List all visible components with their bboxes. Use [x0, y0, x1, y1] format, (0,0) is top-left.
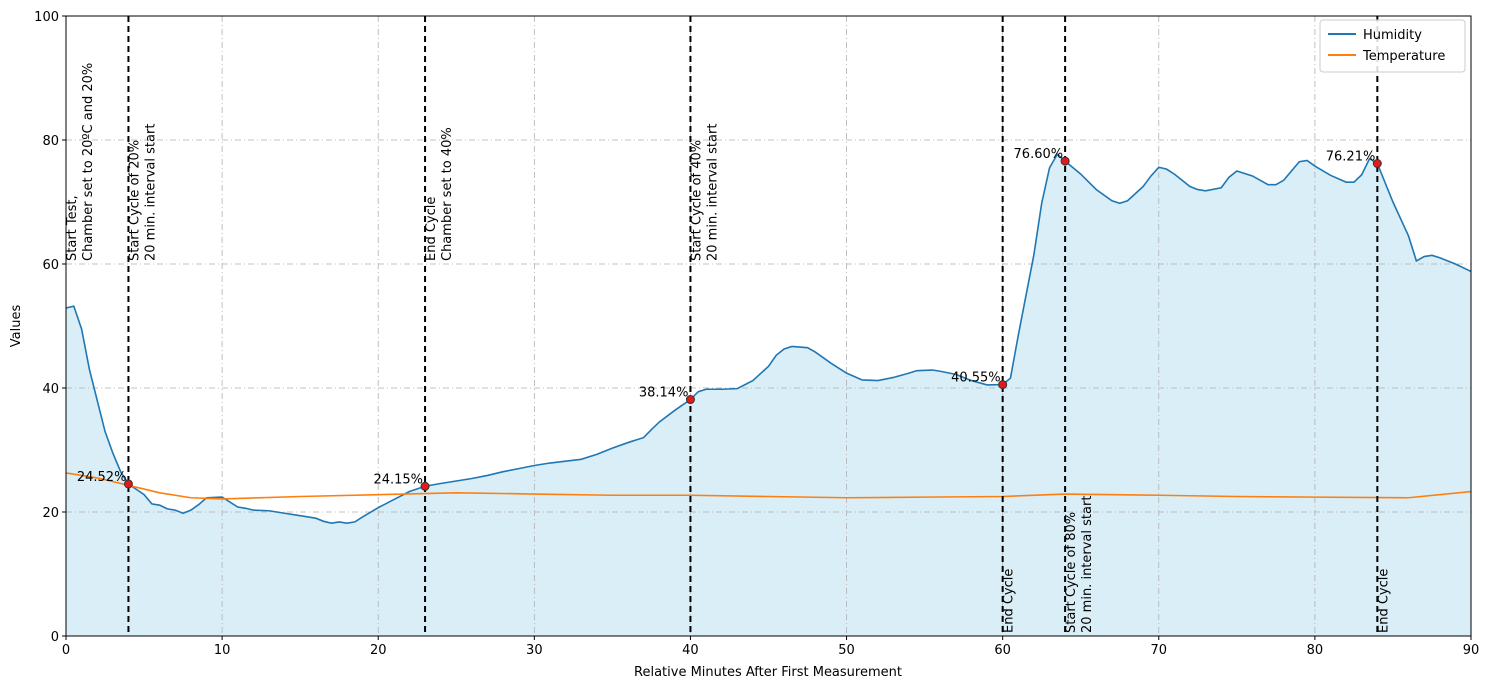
- marker: [1060, 156, 1070, 166]
- marker-label: 76.60%: [1014, 147, 1064, 162]
- x-tick-label: 10: [214, 643, 231, 658]
- y-tick-label: 0: [51, 630, 59, 645]
- x-tick-label: 0: [62, 643, 70, 658]
- marker-label: 40.55%: [951, 371, 1001, 386]
- x-tick-label: 60: [994, 643, 1011, 658]
- y-tick-label: 100: [34, 10, 59, 25]
- annotation: Start Cycle of 80%: [1064, 512, 1079, 633]
- x-tick-label: 20: [370, 643, 387, 658]
- line-series: [65, 472, 1472, 500]
- x-tick-label: 50: [838, 643, 855, 658]
- x-tick-label: 40: [682, 643, 699, 658]
- annotation: Start Cycle of 20%: [127, 140, 142, 261]
- annotation: Chamber set to 20ºC and 20%: [81, 63, 96, 261]
- legend-label: Humidity: [1363, 28, 1422, 43]
- annotation: End Cycle: [424, 197, 439, 261]
- x-axis-label: Relative Minutes After First Measurement: [634, 665, 902, 680]
- marker-label: 24.15%: [373, 472, 423, 487]
- legend-box: [1319, 19, 1466, 73]
- x-tick-label: 70: [1151, 643, 1168, 658]
- marker-label: 24.52%: [77, 470, 127, 485]
- annotation: 20 min. interval start: [143, 124, 158, 261]
- annotation: End Cycle: [1376, 569, 1391, 633]
- marker: [685, 395, 695, 405]
- marker: [123, 479, 133, 489]
- x-tick-label: 30: [526, 643, 543, 658]
- marker: [420, 481, 430, 491]
- line-series: [65, 153, 1472, 524]
- area-fill: [66, 154, 1471, 636]
- marker: [1372, 158, 1382, 168]
- annotation: End Cycle: [1002, 569, 1017, 633]
- marker-label: 76.21%: [1326, 149, 1376, 164]
- marker-label: 38.14%: [639, 386, 689, 401]
- annotation: Chamber set to 40%: [440, 127, 455, 261]
- y-tick-label: 80: [42, 134, 59, 149]
- y-axis-label: Values: [9, 305, 24, 348]
- x-tick-label: 90: [1463, 643, 1480, 658]
- y-tick-label: 40: [42, 382, 59, 397]
- x-tick-label: 80: [1307, 643, 1324, 658]
- marker: [998, 380, 1008, 390]
- annotation: Start Cycle of 40%: [689, 140, 704, 261]
- legend-label: Temperature: [1362, 49, 1445, 64]
- y-tick-label: 20: [42, 506, 59, 521]
- annotation: 20 min. interval start: [705, 124, 720, 261]
- y-tick-label: 60: [42, 258, 59, 273]
- plot-frame: [65, 15, 1472, 637]
- annotation: 20 min. interval start: [1080, 496, 1095, 633]
- annotation: Start Test,: [65, 195, 80, 261]
